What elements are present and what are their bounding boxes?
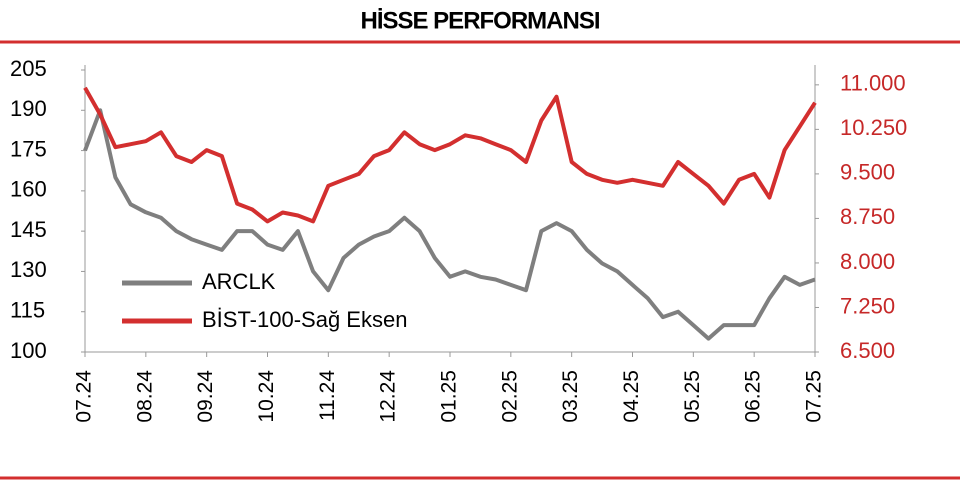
y2-tick-label: 8.750 xyxy=(840,204,895,229)
y-tick-label: 130 xyxy=(10,257,47,282)
x-tick-label: 06.25 xyxy=(742,370,765,423)
y-tick-label: 100 xyxy=(10,338,47,363)
x-tick-label: 03.25 xyxy=(559,370,582,423)
legend-label: BİST-100-Sağ Eksen xyxy=(202,307,407,332)
x-tick-label: 08.24 xyxy=(133,370,156,423)
x-tick-label: 11.24 xyxy=(316,370,339,421)
series-line xyxy=(83,86,817,224)
y2-tick-label: 7.250 xyxy=(840,293,895,318)
y-tick-label: 145 xyxy=(10,217,47,242)
x-tick-label: 12.24 xyxy=(377,370,400,423)
y-tick-label: 160 xyxy=(10,177,47,202)
y-tick-label: 175 xyxy=(10,136,47,161)
y2-tick-label: 8.000 xyxy=(840,249,895,274)
x-tick-label: 02.25 xyxy=(498,370,521,423)
y-tick-label: 115 xyxy=(10,298,45,323)
y-tick-label: 205 xyxy=(10,56,47,81)
x-tick-label: 05.25 xyxy=(681,370,704,423)
y2-tick-label: 6.500 xyxy=(840,338,895,363)
y2-tick-label: 9.500 xyxy=(840,160,895,185)
y-tick-label: 190 xyxy=(10,96,47,121)
x-tick-label: 07.24 xyxy=(73,370,96,423)
x-tick-label: 07.25 xyxy=(803,370,826,423)
series-line xyxy=(83,108,816,341)
x-tick-label: 10.24 xyxy=(255,370,278,423)
chart-title: HİSSE PERFORMANSI xyxy=(360,7,599,34)
x-tick-label: 01.25 xyxy=(438,370,461,423)
x-tick-label: 04.25 xyxy=(620,370,643,423)
y2-tick-label: 11.000 xyxy=(840,71,906,96)
x-tick-label: 09.24 xyxy=(194,370,217,423)
y2-tick-label: 10.250 xyxy=(840,115,907,140)
legend-label: ARCLK xyxy=(202,269,276,294)
